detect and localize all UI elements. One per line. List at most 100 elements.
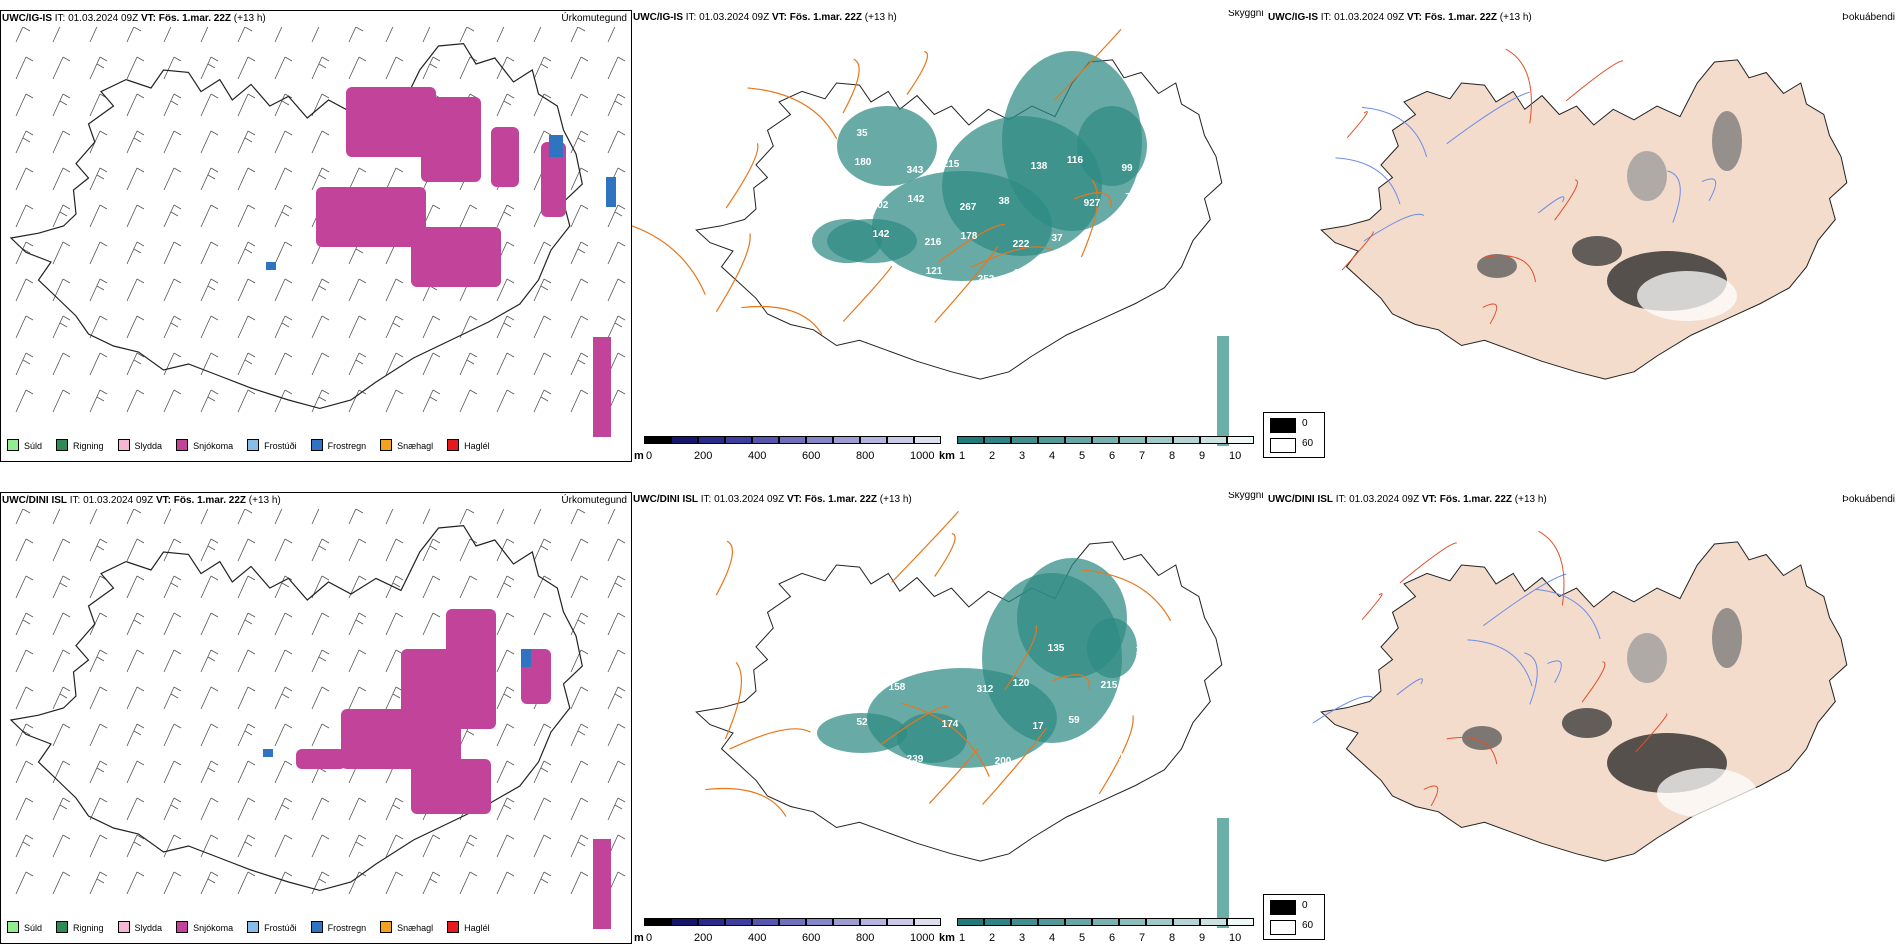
run-info-header: UWC/DINI ISL IT: 01.03.2024 09Z VT: Fös.… bbox=[633, 494, 912, 505]
visibility-tick: 6 bbox=[1109, 450, 1116, 462]
init-time-value: 01.03.2024 09Z bbox=[1349, 494, 1420, 505]
height-tick: 200 bbox=[694, 450, 713, 462]
wind-barb bbox=[163, 509, 172, 525]
wind-barb bbox=[126, 797, 145, 821]
road bbox=[1581, 661, 1606, 703]
legend-swatch bbox=[56, 921, 69, 933]
height-color-step bbox=[806, 918, 833, 926]
wind-barb bbox=[163, 241, 182, 265]
road bbox=[1505, 48, 1532, 124]
wind-barb bbox=[52, 575, 71, 599]
wind-barb bbox=[237, 612, 256, 636]
river bbox=[1482, 573, 1567, 627]
wind-barb bbox=[607, 686, 626, 710]
cloud-base-label: 38 bbox=[998, 196, 1010, 207]
wind-barb bbox=[422, 538, 441, 562]
cloud-base-label: 30 bbox=[1085, 758, 1097, 769]
fog-area bbox=[1462, 726, 1502, 750]
wind-barb bbox=[570, 509, 586, 525]
wind-barb bbox=[163, 352, 182, 376]
wind-barb bbox=[52, 315, 71, 339]
fog-legend-label: 60 bbox=[1302, 920, 1314, 931]
visibility-color-step bbox=[1146, 436, 1173, 444]
legend-item: Rigning bbox=[56, 921, 104, 933]
wind-barb bbox=[163, 204, 182, 228]
wind-barb bbox=[274, 612, 293, 636]
lead-time-offset: (+13 h) bbox=[864, 12, 897, 23]
wind-barb bbox=[496, 27, 505, 43]
wind-barb bbox=[200, 509, 209, 525]
wind-barb bbox=[200, 241, 219, 265]
visibility-color-step bbox=[1227, 918, 1254, 926]
wind-barb bbox=[237, 797, 256, 821]
cloud-base-label: 100 bbox=[1136, 645, 1153, 656]
lead-time-offset: (+13 h) bbox=[879, 494, 912, 505]
wind-barb bbox=[533, 241, 552, 265]
init-time-label: IT: bbox=[1320, 12, 1332, 23]
wind-barb bbox=[570, 797, 589, 821]
wind-barb bbox=[126, 241, 145, 265]
cloud-base-label: 215 bbox=[943, 159, 960, 170]
cloud-base-label: 174 bbox=[942, 719, 959, 730]
wind-barb bbox=[459, 27, 475, 43]
legend-swatch bbox=[310, 921, 323, 933]
wind-barb bbox=[385, 167, 404, 191]
wind-barb bbox=[200, 797, 219, 821]
road bbox=[1080, 179, 1099, 258]
wind-barb bbox=[348, 834, 367, 858]
wind-barb bbox=[163, 612, 182, 636]
cloud-base-label: 7 bbox=[1125, 192, 1131, 203]
wind-barb bbox=[163, 389, 182, 413]
wind-barb bbox=[163, 93, 182, 117]
wind-barb bbox=[496, 315, 515, 339]
height-unit: m bbox=[634, 450, 644, 462]
fog-indicator-panel: UWC/IG-IS IT: 01.03.2024 09Z VT: Fös. 1.… bbox=[1267, 10, 1900, 462]
wind-barb bbox=[533, 27, 542, 43]
init-time-value: 01.03.2024 09Z bbox=[1334, 12, 1405, 23]
model-name: UWC/IG-IS bbox=[1268, 12, 1318, 23]
road bbox=[715, 233, 751, 313]
wind-barb bbox=[311, 575, 330, 599]
wind-barb bbox=[570, 834, 589, 858]
road bbox=[715, 540, 733, 596]
visibility-panel: UWC/DINI ISL IT: 01.03.2024 09Z VT: Fös.… bbox=[632, 492, 1267, 944]
wind-barb bbox=[311, 278, 330, 302]
wind-barb bbox=[200, 167, 219, 191]
wind-barb bbox=[274, 241, 293, 265]
wind-barb bbox=[385, 797, 404, 821]
height-color-step bbox=[806, 436, 833, 444]
height-color-step bbox=[725, 436, 752, 444]
visibility-tick: 5 bbox=[1079, 450, 1086, 462]
wind-barb bbox=[274, 56, 293, 80]
road bbox=[1004, 625, 1038, 691]
wind-barb bbox=[385, 538, 404, 562]
visibility-tick: 7 bbox=[1139, 932, 1146, 944]
wind-barb bbox=[570, 204, 589, 228]
wind-barb bbox=[311, 56, 330, 80]
wind-barb bbox=[533, 834, 552, 858]
legend-item: Snjókoma bbox=[176, 921, 233, 933]
wind-barb bbox=[15, 241, 34, 265]
model-name: UWC/DINI ISL bbox=[633, 494, 698, 505]
road bbox=[1554, 179, 1578, 221]
wind-barb bbox=[15, 575, 34, 599]
height-color-step bbox=[752, 918, 779, 926]
legend-swatch bbox=[447, 439, 460, 451]
road bbox=[724, 661, 742, 740]
wind-barb bbox=[348, 575, 367, 599]
low-cloud-area bbox=[1077, 106, 1147, 186]
wind-barb bbox=[237, 575, 256, 599]
legend-item: Snjókoma bbox=[176, 439, 233, 451]
snowfall-area bbox=[491, 127, 519, 187]
legend-label: Súld bbox=[24, 441, 43, 451]
legend-swatch bbox=[447, 921, 460, 933]
wind-barb bbox=[200, 352, 219, 376]
snowfall-area bbox=[421, 97, 481, 182]
run-info-header: UWC/IG-IS IT: 01.03.2024 09Z VT: Fös. 1.… bbox=[2, 13, 266, 24]
road bbox=[741, 305, 823, 335]
cloud-base-label: 239 bbox=[907, 754, 924, 765]
wind-barb bbox=[237, 723, 256, 747]
wind-barb bbox=[348, 352, 367, 376]
wind-barb bbox=[570, 130, 589, 154]
wind-barb bbox=[15, 352, 34, 376]
